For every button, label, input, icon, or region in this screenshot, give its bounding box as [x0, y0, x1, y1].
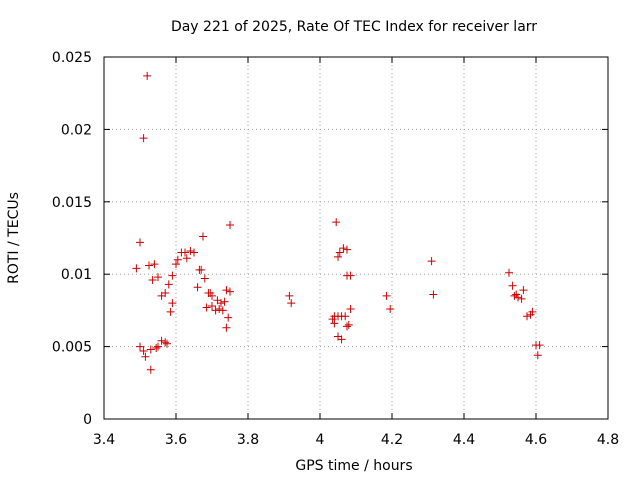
- x-tick-label: 4.2: [381, 432, 403, 448]
- x-tick-label: 3.6: [165, 432, 187, 448]
- data-point-plus: [510, 291, 519, 300]
- data-point-plus: [211, 306, 220, 315]
- data-point-plus: [346, 304, 355, 313]
- data-point-plus: [533, 351, 542, 360]
- data-point-plus: [197, 265, 206, 274]
- data-point-plus: [154, 342, 162, 351]
- data-point-plus: [139, 346, 148, 355]
- plot-frame: [103, 56, 609, 420]
- data-point-plus: [508, 281, 517, 290]
- data-point-plus: [427, 257, 436, 266]
- data-point-plus: [226, 287, 234, 296]
- data-point-plus: [218, 306, 227, 315]
- grid: [104, 57, 608, 419]
- data-point-plus: [168, 271, 177, 280]
- data-point-plus: [343, 322, 351, 331]
- chart-title: Day 221 of 2025, Rate Of TEC Index for r…: [171, 19, 537, 35]
- data-point-plus: [535, 341, 544, 350]
- data-point-plus: [337, 335, 346, 344]
- data-point-plus: [528, 307, 537, 316]
- data-point-plus: [386, 304, 395, 313]
- data-point-plus: [287, 299, 296, 308]
- data-point-plus: [154, 273, 162, 282]
- data-point-plus: [343, 245, 351, 254]
- data-point-plus: [224, 313, 233, 322]
- data-point-plus: [163, 339, 171, 348]
- data-point-plus: [202, 303, 211, 312]
- data-point-plus: [141, 352, 150, 361]
- data-point-plus: [164, 280, 173, 289]
- data-point-plus: [152, 344, 161, 353]
- y-tick-label: 0.015: [52, 195, 92, 211]
- data-point-plus: [145, 261, 153, 270]
- axis-ticks: 3.4 3.6 3.8 4 4.2 4.4 4.6 4.8 0 0.005 0.01 0.015 0.0…: [52, 50, 619, 448]
- y-tick-label: 0.01: [61, 267, 92, 283]
- data-point-plus: [226, 220, 234, 229]
- data-point-plus: [161, 289, 170, 298]
- data-point-plus: [514, 293, 522, 302]
- x-tick-label: 4.6: [525, 432, 547, 448]
- data-point-plus: [505, 268, 513, 277]
- data-point-plus: [166, 307, 175, 316]
- data-point-plus: [148, 275, 157, 284]
- data-point-plus: [200, 274, 209, 283]
- x-axis-label: GPS time / hours: [295, 458, 412, 474]
- data-points: [132, 71, 544, 374]
- data-point-plus: [182, 254, 191, 263]
- data-point-plus: [136, 238, 144, 247]
- data-point-plus: [150, 260, 159, 269]
- y-tick-label: 0.02: [61, 122, 92, 138]
- data-point-plus: [139, 134, 148, 143]
- data-point-plus: [334, 252, 342, 261]
- data-point-plus: [161, 338, 170, 347]
- data-point-plus: [186, 247, 195, 256]
- data-point-plus: [146, 365, 155, 374]
- x-tick-label: 4.8: [597, 432, 619, 448]
- data-point-plus: [181, 248, 189, 257]
- y-tick-label: 0: [83, 412, 92, 428]
- y-tick-label: 0.025: [52, 50, 92, 66]
- data-point-plus: [199, 232, 207, 241]
- data-point-plus: [136, 342, 144, 351]
- data-point-plus: [217, 299, 225, 308]
- data-point-plus: [132, 264, 141, 273]
- data-point-plus: [429, 290, 438, 299]
- x-tick-label: 4.4: [453, 432, 475, 448]
- data-point-plus: [519, 286, 528, 295]
- x-tick-label: 3.4: [93, 432, 115, 448]
- data-point-plus: [208, 291, 216, 300]
- x-tick-label: 3.8: [237, 432, 259, 448]
- data-point-plus: [168, 299, 177, 308]
- x-tick-label: 4: [316, 432, 325, 448]
- data-point-plus: [220, 297, 229, 306]
- data-point-plus: [523, 312, 531, 321]
- data-point-plus: [143, 71, 152, 80]
- data-point-plus: [341, 312, 350, 321]
- data-point-plus: [382, 291, 391, 300]
- data-point-plus: [346, 271, 355, 280]
- data-point-plus: [222, 286, 231, 295]
- data-point-plus: [344, 320, 353, 329]
- data-point-plus: [335, 248, 344, 257]
- data-point-plus: [193, 283, 202, 292]
- data-point-plus: [190, 248, 198, 257]
- y-axis-label: ROTI / TECUs: [6, 192, 22, 284]
- data-point-plus: [215, 304, 224, 313]
- data-point-plus: [285, 291, 294, 300]
- data-point-plus: [173, 255, 182, 264]
- data-point-plus: [172, 260, 180, 269]
- data-point-plus: [332, 218, 341, 227]
- data-point-plus: [208, 302, 216, 311]
- data-point-plus: [330, 319, 339, 328]
- data-point-plus: [157, 336, 166, 345]
- data-point-plus: [517, 294, 526, 303]
- y-tick-label: 0.005: [52, 340, 92, 356]
- data-point-plus: [339, 244, 348, 253]
- data-point-plus: [222, 323, 231, 332]
- data-point-plus: [146, 345, 155, 354]
